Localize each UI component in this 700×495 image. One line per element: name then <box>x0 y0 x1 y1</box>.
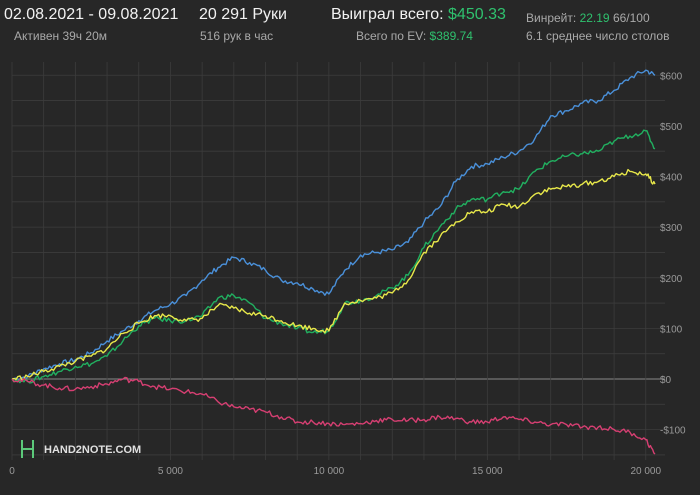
hand2note-logo-text: HAND2NOTE.COM <box>44 444 141 456</box>
y-axis-labels: -$100 $0 $100 $200 $300 $400 $500 $600 <box>660 71 686 436</box>
y-tick-label: $600 <box>660 71 683 82</box>
winrate-value: 22.19 <box>579 11 610 25</box>
winrate-label: Винрейт: <box>526 11 577 25</box>
x-tick-label: 20 000 <box>630 466 661 477</box>
y-tick-label: $300 <box>660 223 683 234</box>
total-ev-label: Всего по EV: <box>356 29 427 43</box>
hands-count: 20 291 Руки <box>199 6 287 23</box>
x-axis-labels: 0 5 000 10 000 15 000 20 000 <box>9 466 661 477</box>
series-line-blue <box>11 69 656 381</box>
x-tick-label: 0 <box>9 466 15 477</box>
hand2note-logo-icon <box>21 440 34 458</box>
chart-grid <box>11 62 665 460</box>
series-line-green <box>11 129 656 384</box>
y-tick-label: $100 <box>660 324 683 335</box>
date-range: 02.08.2021 - 09.08.2021 <box>4 6 179 23</box>
x-tick-label: 10 000 <box>314 466 345 477</box>
y-tick-label: $200 <box>660 274 683 285</box>
total-won-value: $450.33 <box>448 6 506 23</box>
active-time: Активен 39ч 20м <box>14 29 107 43</box>
y-tick-label: $400 <box>660 173 683 184</box>
total-ev-value: $389.74 <box>429 29 473 43</box>
total-won: Выиграл всего: $450.33 <box>331 6 506 24</box>
hand2note-logo: HAND2NOTE.COM <box>21 440 141 458</box>
y-tick-label: $500 <box>660 122 683 133</box>
x-tick-label: 15 000 <box>472 466 503 477</box>
x-tick-label: 5 000 <box>158 466 183 477</box>
series-line-pink <box>11 376 656 455</box>
total-won-label: Выиграл всего: <box>331 6 444 23</box>
y-tick-label: -$100 <box>660 426 686 437</box>
hands-per-hour: 516 рук в час <box>200 29 274 43</box>
chart-lines <box>11 69 656 455</box>
winrate: Винрейт: 22.19 66/100 <box>526 11 650 25</box>
y-tick-label: $0 <box>660 375 672 386</box>
avg-tables: 6.1 среднее число столов <box>526 29 670 43</box>
winrate-rest: 66/100 <box>612 11 650 25</box>
series-line-yellow <box>11 168 656 381</box>
total-ev: Всего по EV: $389.74 <box>356 29 473 43</box>
